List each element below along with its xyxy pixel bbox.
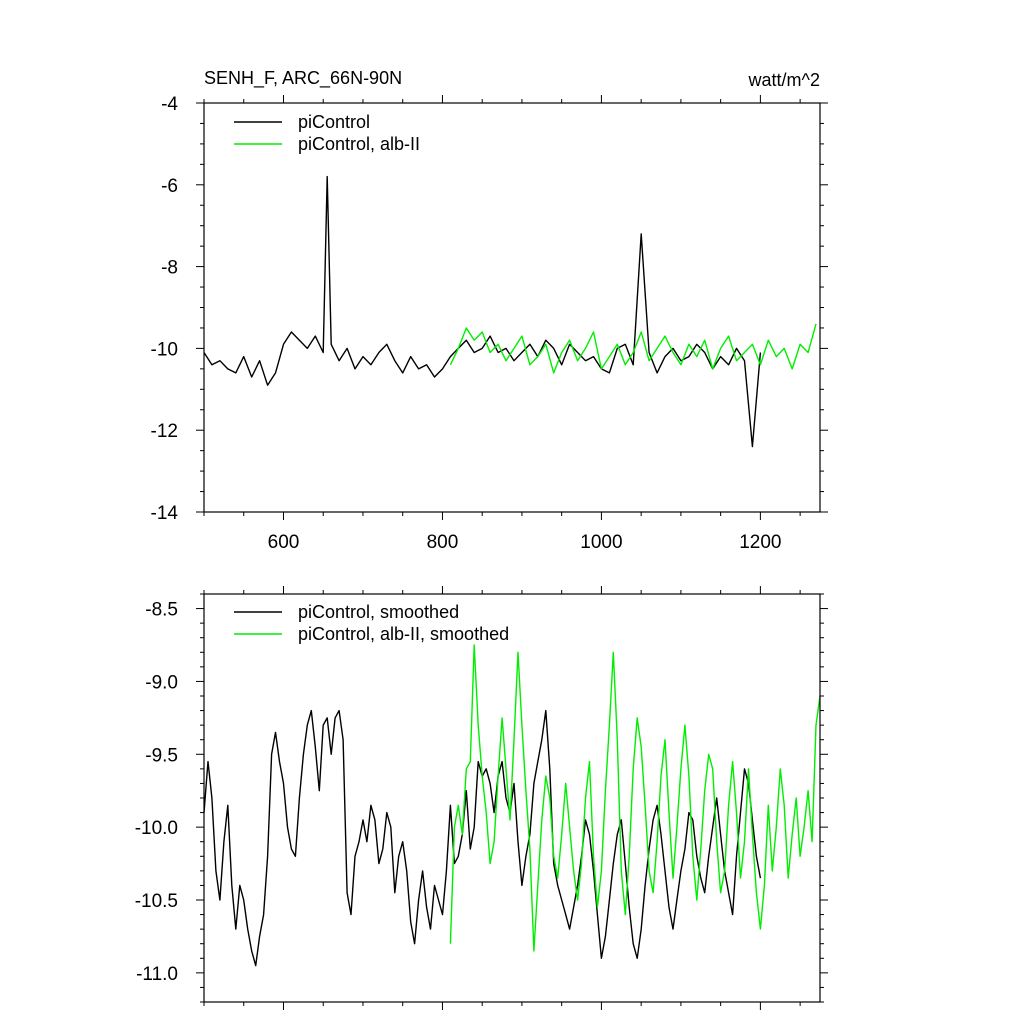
y-tick-label: -11.0 [136,964,178,985]
legend-label-picontrol: piControl [298,112,370,132]
x-tick-label: 800 [427,532,459,553]
bottom-series-group [203,644,821,967]
units-label: watt/m^2 [748,70,820,90]
bottom-tick-group: -8.5 -9.0 -9.5 -10.0 -10.5 -11.0 [135,586,828,1010]
y-tick-label: -10.5 [135,891,178,912]
y-tick-label: -14 [151,503,179,524]
panel-bottom: -8.5 -9.0 -9.5 -10.0 -10.5 -11.0 piControl, s… [135,586,828,1010]
top-tick-group: 600 800 1000 1200 -4 -6 -8 -10 -12 -14 [151,94,828,553]
series-line-0 [203,709,762,967]
y-tick-label: -8.5 [145,600,178,621]
series-line-0 [203,175,762,448]
top-series-group [203,175,817,448]
y-tick-label: -10 [151,339,178,360]
y-tick-label: -8 [161,258,178,279]
y-tick-label: -10.0 [135,818,178,839]
top-legend: piControl piControl, alb-II [234,112,420,154]
chart-title: SENH_F, ARC_66N-90N [204,68,402,89]
series-line-1 [449,644,821,952]
y-tick-label: -6 [161,176,178,197]
y-tick-label: -12 [151,421,178,442]
legend-label-alb-smoothed: piControl, alb-II, smoothed [298,624,509,644]
x-tick-label: 1200 [739,532,781,553]
top-plot-frame [203,102,821,513]
y-tick-label: -9.0 [145,672,178,693]
y-tick-label: -4 [161,94,178,115]
x-tick-label: 1000 [580,532,622,553]
legend-label-alb: piControl, alb-II [298,134,420,154]
y-tick-label: -9.5 [145,745,178,766]
x-tick-label: 600 [268,532,300,553]
legend-label-picontrol-smoothed: piControl, smoothed [298,602,459,622]
panel-top: SENH_F, ARC_66N-90N watt/m^2 600 800 1000 1… [151,68,828,553]
series-line-1 [449,323,817,374]
bottom-legend: piControl, smoothed piControl, alb-II, s… [234,602,509,644]
